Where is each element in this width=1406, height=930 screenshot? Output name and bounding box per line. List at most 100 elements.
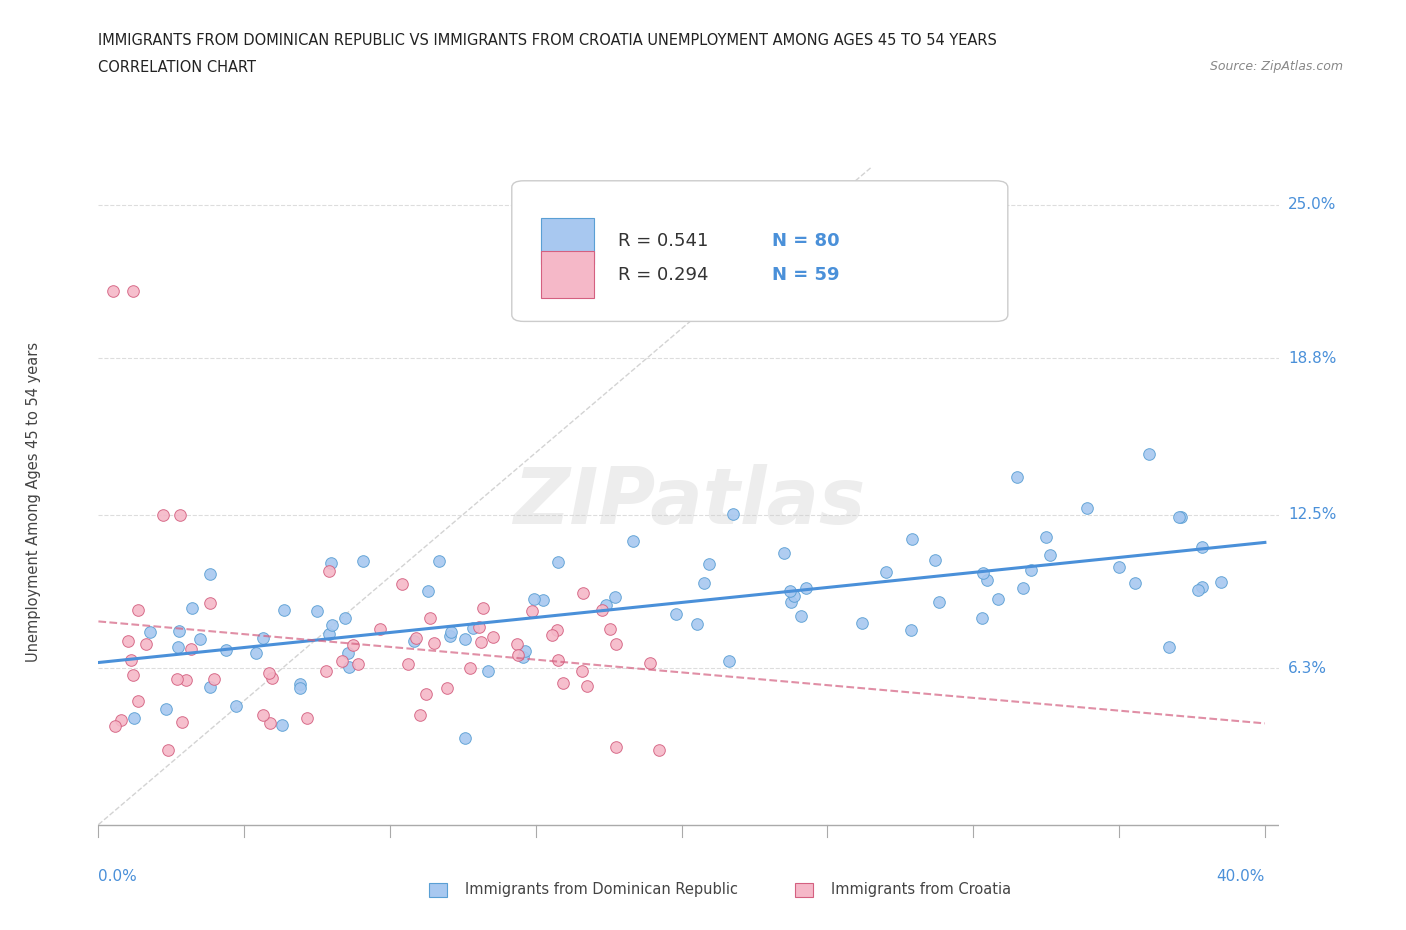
Point	[506, 637, 529, 652]
Point	[198, 679, 221, 694]
Point	[1123, 576, 1146, 591]
Point	[638, 656, 661, 671]
Point	[122, 711, 145, 725]
Point	[202, 671, 225, 686]
Point	[273, 603, 295, 618]
Point	[436, 681, 458, 696]
Point	[427, 553, 450, 568]
Point	[470, 635, 492, 650]
Point	[522, 592, 544, 607]
Point	[591, 603, 613, 618]
Point	[166, 671, 188, 686]
Point	[214, 643, 236, 658]
Point	[605, 739, 627, 754]
Point	[252, 631, 274, 645]
Point	[1187, 583, 1209, 598]
Text: R = 0.294: R = 0.294	[619, 266, 725, 284]
Point	[783, 589, 806, 604]
Point	[697, 556, 720, 571]
Point	[290, 681, 312, 696]
Point	[901, 531, 924, 546]
Point	[723, 507, 745, 522]
Point	[621, 534, 644, 549]
Point	[461, 620, 484, 635]
Point	[198, 595, 221, 610]
Text: R = 0.541: R = 0.541	[619, 232, 725, 250]
Point	[1170, 510, 1192, 525]
Point	[418, 583, 440, 598]
Point	[693, 576, 716, 591]
Point	[1019, 563, 1042, 578]
Text: IMMIGRANTS FROM DOMINICAN REPUBLIC VS IMMIGRANTS FROM CROATIA UNEMPLOYMENT AMONG: IMMIGRANTS FROM DOMINICAN REPUBLIC VS IM…	[98, 33, 997, 47]
Point	[120, 653, 142, 668]
Point	[987, 591, 1010, 606]
Point	[851, 616, 873, 631]
Point	[295, 711, 318, 725]
Point	[1157, 639, 1180, 654]
Point	[110, 712, 132, 727]
Point	[458, 660, 481, 675]
Point	[1168, 510, 1191, 525]
Point	[1039, 548, 1062, 563]
Point	[1108, 559, 1130, 574]
Point	[169, 507, 191, 522]
Text: CORRELATION CHART: CORRELATION CHART	[98, 60, 256, 75]
Point	[972, 565, 994, 580]
Point	[790, 609, 813, 624]
Point	[576, 679, 599, 694]
Point	[972, 611, 994, 626]
Point	[370, 622, 392, 637]
Point	[409, 708, 432, 723]
Point	[540, 628, 562, 643]
Point	[553, 675, 575, 690]
Point	[1211, 575, 1233, 590]
Point	[252, 708, 274, 723]
Point	[477, 664, 499, 679]
Point	[172, 715, 194, 730]
Point	[156, 743, 179, 758]
Point	[780, 594, 803, 609]
Point	[262, 671, 284, 685]
Point	[198, 566, 221, 581]
Point	[225, 698, 247, 713]
Point	[794, 580, 817, 595]
Point	[104, 718, 127, 733]
Point	[318, 627, 340, 642]
Point	[779, 583, 801, 598]
Point	[976, 573, 998, 588]
Point	[139, 624, 162, 639]
Point	[135, 636, 157, 651]
Text: 18.8%: 18.8%	[1288, 351, 1337, 365]
Point	[439, 629, 461, 644]
Text: 0.0%: 0.0%	[98, 870, 138, 884]
Text: N = 80: N = 80	[772, 232, 839, 250]
Point	[188, 631, 211, 646]
Point	[245, 645, 267, 660]
Point	[1012, 581, 1035, 596]
FancyBboxPatch shape	[541, 251, 595, 298]
Point	[152, 507, 174, 522]
Point	[415, 686, 437, 701]
Point	[605, 590, 627, 604]
FancyBboxPatch shape	[796, 883, 814, 897]
Point	[605, 636, 627, 651]
Point	[423, 636, 446, 651]
Point	[513, 644, 536, 658]
Point	[546, 623, 568, 638]
Text: Unemployment Among Ages 45 to 54 years: Unemployment Among Ages 45 to 54 years	[25, 342, 41, 662]
Point	[391, 577, 413, 591]
Point	[405, 631, 427, 645]
Point	[101, 284, 124, 299]
Point	[1005, 470, 1028, 485]
Point	[454, 730, 477, 745]
Point	[166, 640, 188, 655]
Point	[900, 623, 922, 638]
Text: Source: ZipAtlas.com: Source: ZipAtlas.com	[1209, 60, 1343, 73]
Text: Immigrants from Dominican Republic: Immigrants from Dominican Republic	[465, 883, 738, 897]
Point	[571, 664, 593, 679]
Point	[257, 666, 280, 681]
Point	[180, 642, 202, 657]
Point	[1035, 529, 1057, 544]
Text: 25.0%: 25.0%	[1288, 197, 1337, 212]
Point	[404, 633, 426, 648]
